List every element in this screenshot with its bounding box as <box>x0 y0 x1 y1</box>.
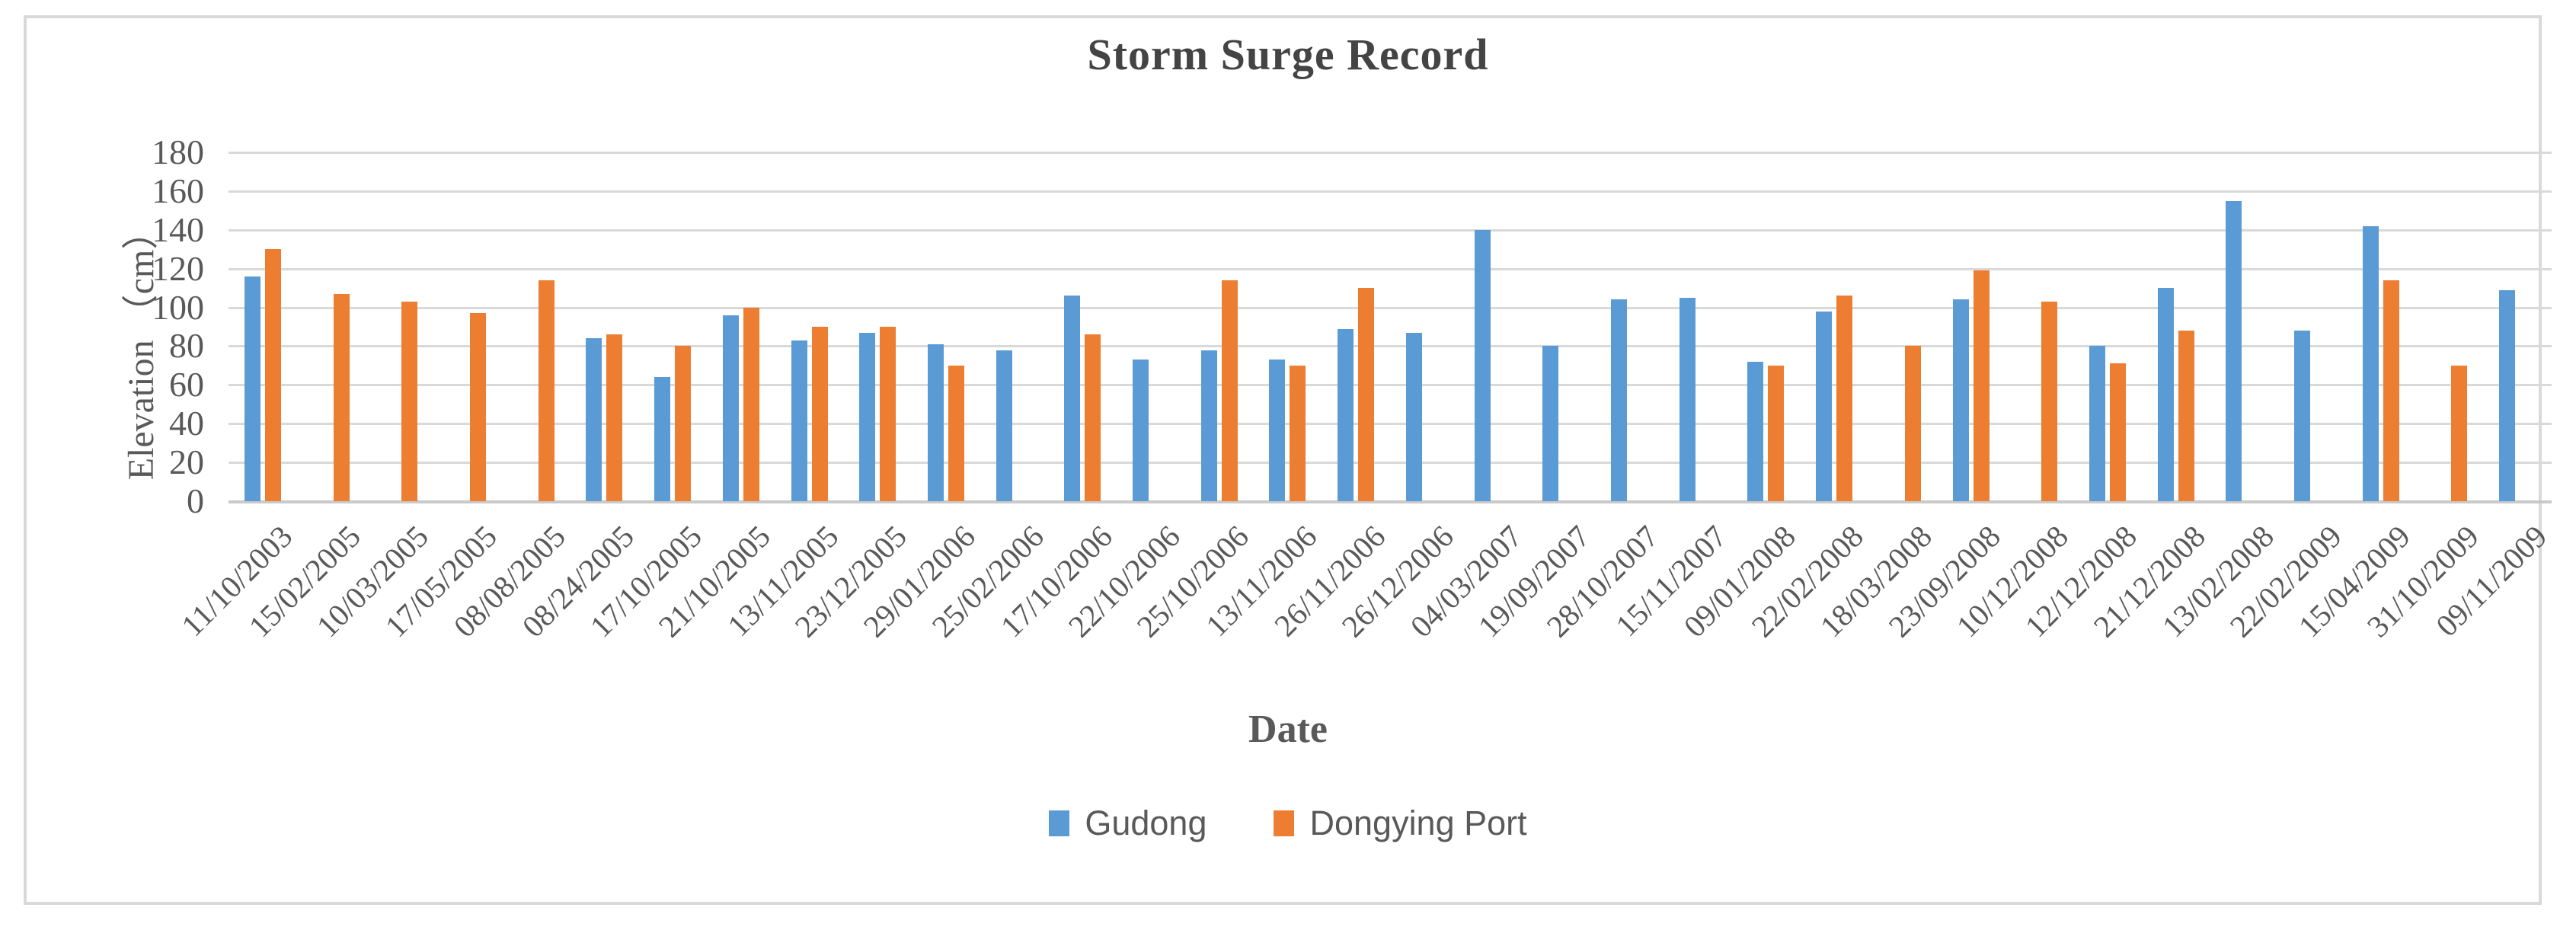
bar-dongying-port <box>1221 280 1238 501</box>
bar-dongying-port <box>2451 365 2468 501</box>
bar-dongying-port <box>1358 288 1375 501</box>
gridline <box>229 423 2552 426</box>
bar-gudong <box>1542 346 1559 501</box>
bar-gudong <box>1338 328 1354 501</box>
bar-dongying-port <box>469 313 486 501</box>
bar-gudong <box>1133 360 1149 501</box>
bar-gudong <box>654 377 671 501</box>
gridline <box>229 229 2552 232</box>
bar-gudong <box>791 340 807 501</box>
y-tick-label: 180 <box>152 133 204 171</box>
bar-gudong <box>1679 297 1695 501</box>
bar-dongying-port <box>1085 334 1101 501</box>
bar-gudong <box>859 332 876 501</box>
gridline <box>229 384 2552 387</box>
bar-gudong <box>586 338 602 501</box>
bar-dongying-port <box>880 327 896 501</box>
gridline <box>229 267 2552 270</box>
bar-dongying-port <box>1836 296 1853 501</box>
bar-gudong <box>1064 296 1081 501</box>
y-tick-label: 100 <box>152 287 204 327</box>
bar-dongying-port <box>1768 365 1785 501</box>
gridline <box>229 306 2552 309</box>
bar-dongying-port <box>2109 363 2126 501</box>
bar-dongying-port <box>1290 365 1306 501</box>
bar-gudong <box>1269 360 1286 501</box>
bar-gudong <box>1952 299 1969 501</box>
bar-gudong <box>2157 288 2174 501</box>
bar-dongying-port <box>401 301 418 501</box>
bar-gudong <box>1405 332 1422 501</box>
bar-dongying-port <box>2383 280 2399 501</box>
legend: Gudong Dongying Port <box>0 806 2576 840</box>
chart-title: Storm Surge Record <box>1087 30 1489 79</box>
bar-dongying-port <box>948 365 964 501</box>
bar-dongying-port <box>606 334 623 501</box>
bar-gudong <box>1747 361 1764 501</box>
bar-gudong <box>2499 289 2516 501</box>
bar-gudong <box>1816 311 1833 501</box>
x-axis-line <box>229 500 2552 503</box>
bar-gudong <box>2294 331 2311 501</box>
y-tick-label: 160 <box>152 171 204 210</box>
bar-dongying-port <box>2178 331 2194 501</box>
y-tick-label: 60 <box>169 365 204 404</box>
bar-dongying-port <box>743 307 759 501</box>
bar-gudong <box>2226 200 2242 501</box>
gridline <box>229 152 2552 154</box>
bar-gudong <box>1610 299 1627 501</box>
bar-gudong <box>2362 225 2379 501</box>
y-tick-label: 20 <box>169 443 204 482</box>
bar-dongying-port <box>1973 270 1990 501</box>
legend-item-dongying-port: Dongying Port <box>1274 804 1527 842</box>
bar-dongying-port <box>675 346 692 501</box>
bar-gudong <box>996 350 1012 501</box>
bar-gudong <box>927 344 944 501</box>
gridline <box>229 345 2552 348</box>
bar-dongying-port <box>264 249 281 501</box>
bar-dongying-port <box>333 293 350 501</box>
bar-gudong <box>2089 346 2105 501</box>
bar-dongying-port <box>538 280 555 501</box>
plot-area <box>229 152 2552 503</box>
bar-gudong <box>722 315 739 501</box>
bar-dongying-port <box>811 327 828 501</box>
y-tick-label: 120 <box>152 248 204 288</box>
bar-gudong <box>1200 350 1217 501</box>
bar-gudong <box>1474 229 1491 501</box>
legend-label-gudong: Gudong <box>1085 804 1207 842</box>
y-tick-label: 40 <box>169 404 204 443</box>
dongying-port-swatch-icon <box>1274 810 1295 836</box>
legend-label-dongying-port: Dongying Port <box>1309 804 1527 842</box>
bar-dongying-port <box>2041 301 2058 501</box>
gridline <box>229 190 2552 193</box>
gudong-swatch-icon <box>1049 810 1070 836</box>
y-tick-label: 140 <box>152 209 204 249</box>
y-tick-label: 80 <box>169 326 204 366</box>
legend-item-gudong: Gudong <box>1049 806 1207 840</box>
y-tick-label: 0 <box>187 481 204 520</box>
bar-gudong <box>244 276 260 501</box>
gridline <box>229 462 2552 465</box>
bar-dongying-port <box>1904 346 1921 501</box>
x-axis-title: Date <box>1248 708 1328 751</box>
